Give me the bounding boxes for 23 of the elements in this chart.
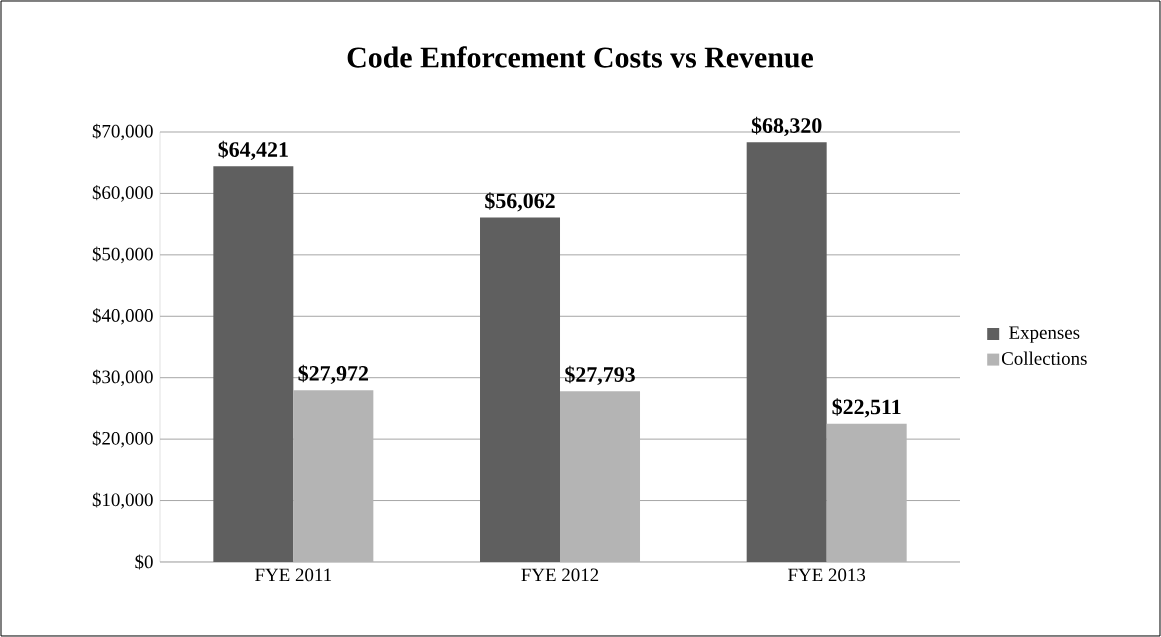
chart-title: Code Enforcement Costs vs Revenue	[347, 46, 814, 68]
bar	[746, 142, 827, 562]
y-tick-label: $70,000	[92, 123, 153, 141]
y-tick-label: $50,000	[92, 246, 153, 264]
y-tick-label: $60,000	[92, 185, 153, 202]
legend-label: Collections	[1001, 351, 1087, 365]
data-label: $22,511	[832, 398, 901, 418]
bar	[213, 166, 294, 562]
y-tick-label: $0	[135, 554, 153, 570]
bar	[480, 217, 561, 562]
legend-label: Expenses	[1009, 326, 1080, 343]
data-label: $68,320	[751, 116, 822, 137]
data-label: $27,793	[565, 365, 635, 386]
data-label: $56,062	[485, 192, 555, 212]
y-tick-label: $20,000	[92, 430, 153, 448]
x-tick-label: FYE 2011	[255, 568, 332, 582]
y-tick-label: $40,000	[92, 307, 153, 325]
y-tick-label: $10,000	[92, 492, 153, 509]
y-tick-label: $30,000	[92, 369, 153, 386]
x-tick-label: FYE 2013	[788, 568, 866, 582]
data-label: $27,972	[298, 364, 369, 384]
x-tick-label: FYE 2012	[521, 568, 599, 582]
data-label: $64,421	[218, 140, 288, 161]
